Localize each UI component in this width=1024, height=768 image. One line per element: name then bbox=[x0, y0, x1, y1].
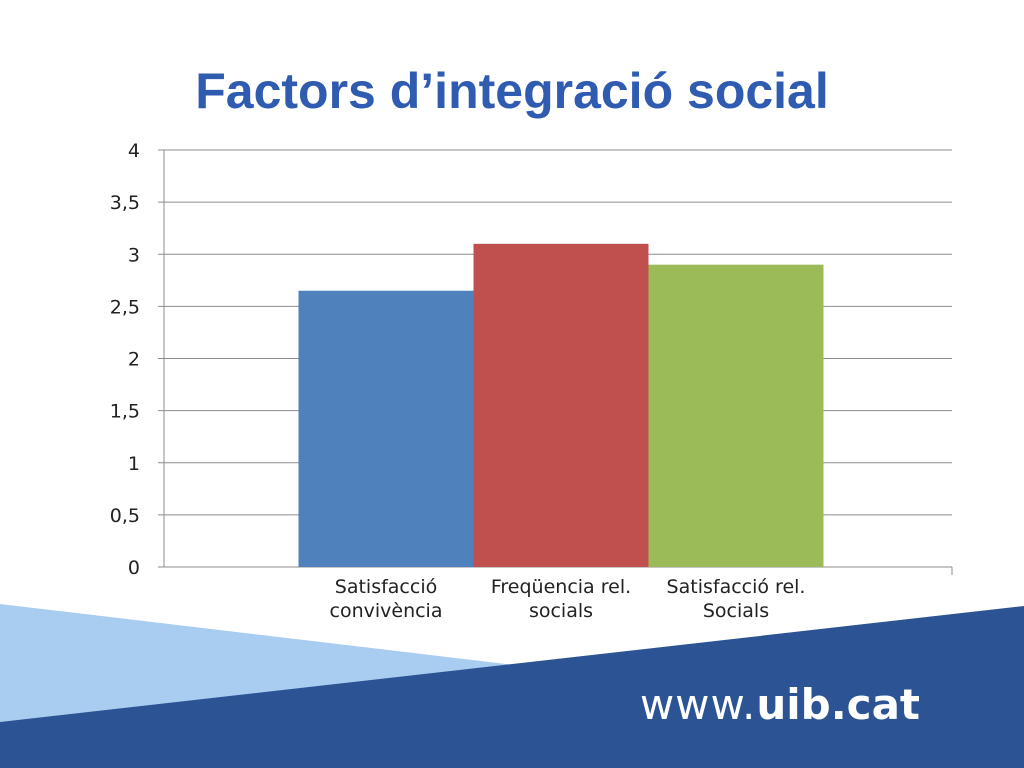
y-tick-label: 3 bbox=[128, 244, 140, 266]
bar bbox=[298, 290, 474, 567]
footer-dark-band bbox=[0, 606, 1024, 768]
site-url-prefix: www. bbox=[639, 680, 757, 729]
y-tick-label: 0,5 bbox=[110, 505, 140, 527]
site-url-domain: uib.cat bbox=[756, 680, 920, 729]
y-tick-label: 2 bbox=[128, 349, 140, 371]
y-tick-labels: 0 0,5 1 1,5 2 2,5 3 3,5 4 bbox=[110, 140, 140, 579]
x-tick-label: Satisfacció rel. Socials bbox=[667, 576, 806, 622]
x-tick-labels: Satisfacció convivència Freqüencia rel. soc… bbox=[330, 576, 806, 622]
x-tick-label: Freqüencia rel. socials bbox=[491, 576, 631, 622]
y-tick-label: 4 bbox=[128, 140, 140, 162]
y-tick-label: 2,5 bbox=[110, 296, 140, 318]
bars bbox=[298, 243, 824, 567]
slide-title: Factors d’integració social bbox=[195, 63, 829, 119]
y-tick-label: 1 bbox=[128, 453, 140, 475]
site-url[interactable]: www.uib.cat bbox=[640, 680, 920, 729]
bar-chart: 0 0,5 1 1,5 2 2,5 3 3,5 4 Satisfacció convivència… bbox=[110, 140, 953, 622]
bar bbox=[648, 264, 824, 567]
y-tick-label: 1,5 bbox=[110, 401, 140, 423]
y-tick-label: 0 bbox=[128, 557, 140, 579]
footer-light-band bbox=[0, 604, 540, 722]
x-tick-label: Satisfacció convivència bbox=[330, 576, 443, 622]
y-tick-label: 3,5 bbox=[110, 192, 140, 214]
bar bbox=[473, 243, 649, 567]
